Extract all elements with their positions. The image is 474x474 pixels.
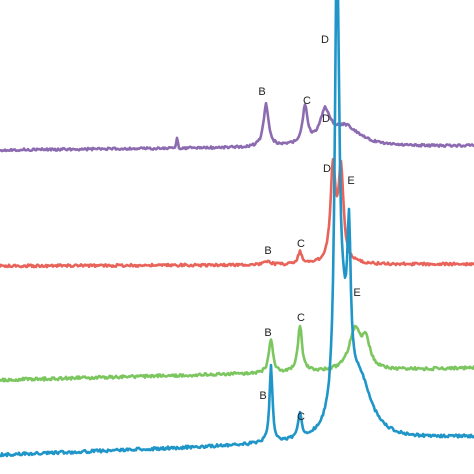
peak-label-c-trace-2: C (297, 238, 305, 250)
peak-label-c-trace-4: C (297, 411, 305, 423)
spectrum-trace-1 (0, 101, 474, 153)
peak-label-e-trace-3: E (353, 287, 360, 299)
peak-label-b-trace-1: B (258, 86, 265, 98)
peak-label-d-trace-1: D (322, 113, 330, 125)
peak-label-d-trace-2: D (323, 163, 331, 175)
peak-label-b-trace-2: B (264, 245, 271, 257)
peak-label-e-trace-2: E (347, 175, 354, 187)
peak-label-c-trace-1: C (303, 95, 311, 107)
spectrum-trace-2 (0, 157, 474, 269)
spectrum-trace-3 (0, 324, 474, 383)
peak-label-b-trace-4: B (259, 390, 266, 402)
peak-label-d-trace-4: D (321, 34, 329, 46)
spectrum-trace-4 (0, 0, 474, 458)
trace-layer (0, 0, 474, 458)
peak-label-b-trace-3: B (264, 327, 271, 339)
peak-label-c-trace-3: C (297, 312, 305, 324)
